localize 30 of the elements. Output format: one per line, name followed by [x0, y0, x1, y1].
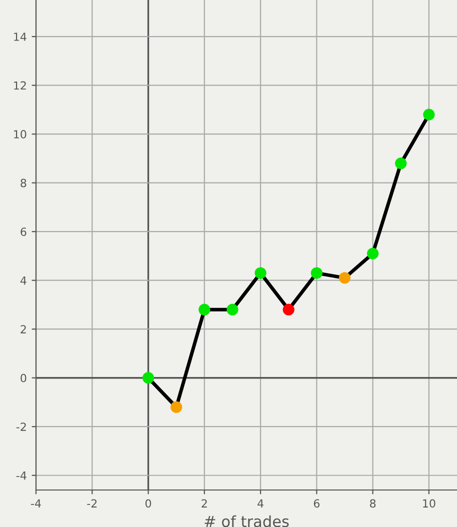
- x-axis-title: # of trades: [204, 515, 289, 527]
- x-tick-label: 2: [202, 499, 207, 508]
- point: [254, 267, 266, 279]
- y-tick-label: 4: [20, 276, 26, 285]
- y-tick-label: 12: [14, 81, 26, 90]
- y-tick-label: -2: [16, 422, 26, 431]
- point: [282, 304, 294, 316]
- x-tick-label: 6: [314, 499, 320, 508]
- point: [142, 372, 154, 384]
- y-tick-label: 0: [20, 374, 26, 382]
- y-tick-label: -4: [16, 471, 26, 480]
- x-tick-label: -4: [31, 499, 41, 508]
- point: [423, 108, 435, 120]
- y-tick-label: 6: [20, 228, 26, 236]
- x-tick-label: 0: [145, 499, 152, 508]
- x-tick-label: -2: [87, 499, 97, 508]
- point: [170, 401, 182, 413]
- y-tick-label: 2: [20, 325, 26, 334]
- x-tick-label: 10: [423, 499, 436, 508]
- y-tick-label: 10: [14, 130, 26, 138]
- point: [226, 304, 238, 316]
- point: [310, 267, 322, 279]
- point: [395, 158, 407, 170]
- point: [338, 272, 351, 284]
- y-tick-label: 14: [14, 32, 26, 41]
- x-tick-label: 4: [258, 499, 264, 508]
- point: [198, 304, 210, 316]
- x-tick-label: 8: [370, 499, 376, 508]
- point: [366, 248, 379, 260]
- y-tick-label: 8: [20, 178, 26, 188]
